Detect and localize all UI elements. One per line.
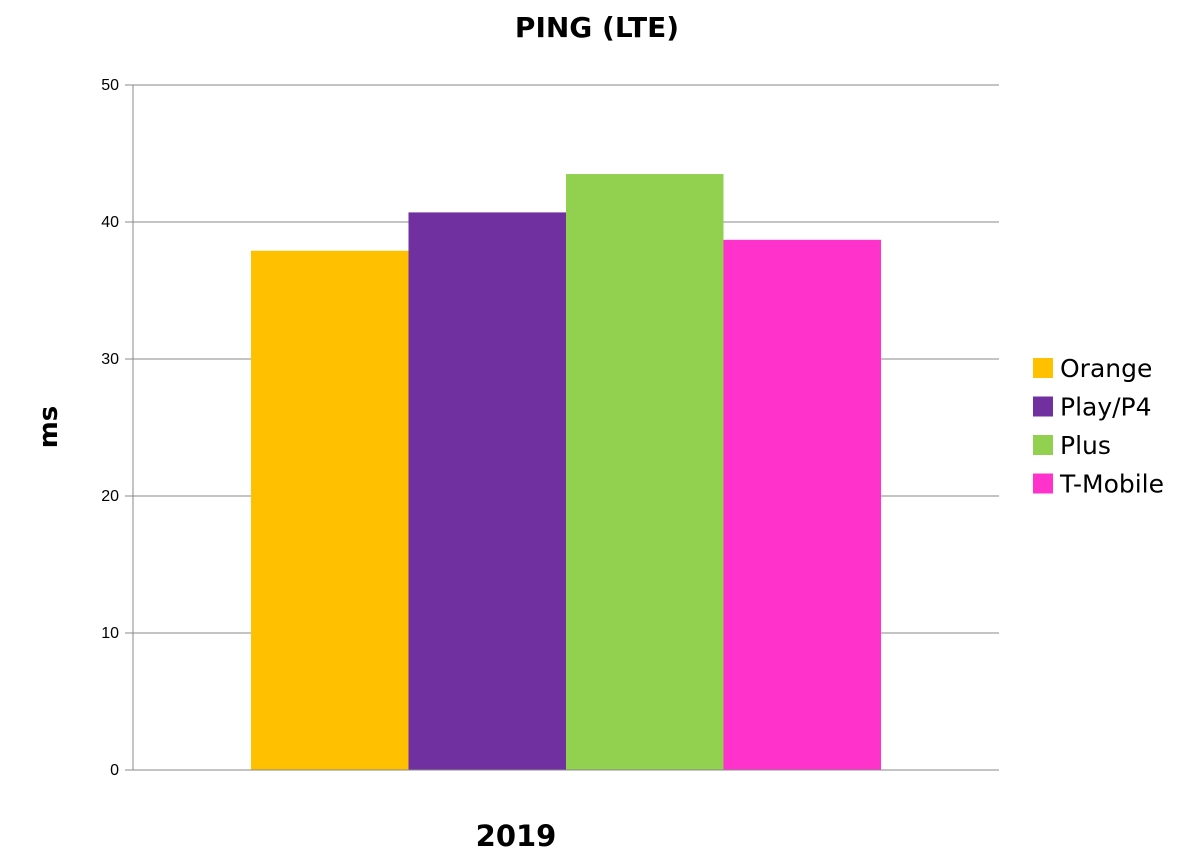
legend-label-orange: Orange [1060, 354, 1152, 383]
y-axis-label: ms [34, 406, 64, 449]
y-tick-label: 30 [101, 351, 119, 368]
y-axis-ticks: 0 10 20 30 40 50 [101, 77, 119, 779]
y-tick-label: 20 [101, 488, 119, 505]
legend-label-plus: Plus [1060, 431, 1111, 460]
legend-swatch-plus [1033, 435, 1053, 455]
y-tick-label: 10 [101, 625, 119, 642]
legend-swatch-play-p4 [1033, 396, 1053, 417]
legend-swatch-orange [1033, 358, 1053, 378]
y-tick-label: 0 [110, 762, 119, 779]
bar-t-mobile [723, 239, 881, 770]
bar-play-p4 [408, 212, 566, 770]
bar-orange [251, 250, 409, 770]
legend-label-t-mobile: T-Mobile [1059, 470, 1164, 499]
chart-title: PING (LTE) [515, 11, 679, 44]
bar-plus [566, 174, 724, 771]
x-category-label: 2019 [476, 819, 557, 853]
legend-label-play-p4: Play/P4 [1060, 393, 1152, 422]
legend: Orange Play/P4 Plus T-Mobile [1033, 354, 1164, 499]
y-tick-label: 40 [101, 214, 119, 231]
bars [251, 174, 881, 771]
legend-swatch-t-mobile [1033, 473, 1053, 494]
y-tick-label: 50 [101, 77, 119, 94]
